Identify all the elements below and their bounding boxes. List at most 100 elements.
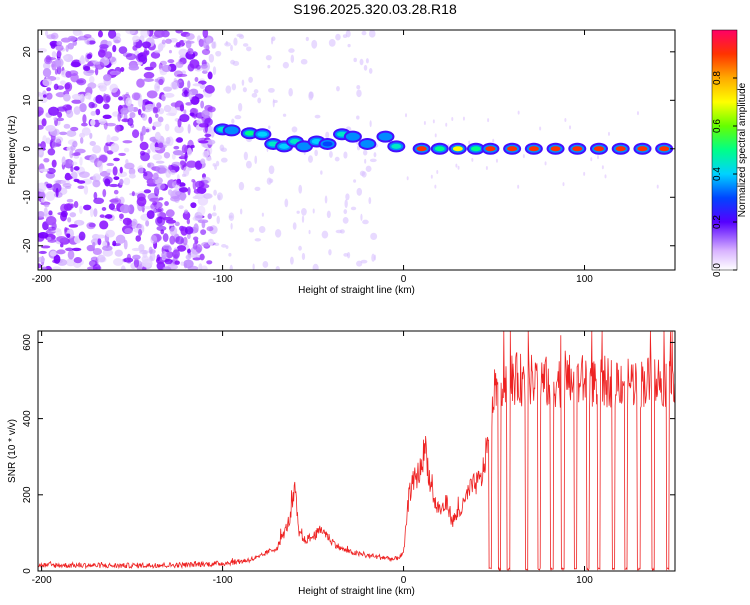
- noise-blob: [145, 128, 150, 133]
- noise-blob: [119, 166, 123, 174]
- noise-blob: [150, 234, 158, 244]
- noise-blob: [65, 44, 69, 52]
- noise-blob: [132, 254, 141, 260]
- noise-blob: [60, 80, 66, 85]
- noise-blob: [182, 166, 190, 175]
- noise-blob: [215, 160, 220, 167]
- noise-blob: [165, 38, 172, 44]
- noise-blob: [248, 227, 255, 233]
- noise-blob: [308, 91, 314, 101]
- noise-blob: [66, 129, 77, 137]
- noise-blob: [434, 133, 437, 138]
- noise-blob: [191, 51, 198, 57]
- noise-blob: [184, 152, 188, 162]
- noise-blob: [314, 114, 321, 119]
- noise-blob: [202, 30, 209, 39]
- noise-blob: [73, 257, 83, 264]
- noise-blob: [290, 54, 295, 64]
- x-tick-label: 100: [576, 575, 593, 586]
- noise-blob: [139, 141, 149, 151]
- noise-blob: [135, 235, 142, 242]
- noise-blob: [225, 245, 229, 249]
- noise-blob: [72, 30, 82, 37]
- noise-blob: [257, 97, 262, 104]
- y-tick-label: 600: [22, 334, 33, 351]
- noise-blob: [42, 94, 47, 98]
- noise-blob: [114, 249, 123, 257]
- noise-blob: [190, 202, 197, 209]
- noise-blob: [53, 117, 57, 121]
- noise-blob: [66, 233, 71, 239]
- noise-blob: [204, 133, 212, 138]
- noise-blob: [262, 261, 269, 268]
- noise-blob: [90, 111, 97, 116]
- noise-blob: [296, 210, 300, 214]
- noise-blob: [153, 30, 165, 38]
- noise-blob: [273, 99, 278, 104]
- spectrogram-frame: [37, 29, 676, 271]
- noise-blob: [141, 125, 147, 136]
- noise-blob: [140, 30, 150, 38]
- noise-blob: [206, 139, 216, 145]
- noise-blob: [368, 67, 373, 74]
- ridge-point: [507, 146, 518, 152]
- noise-blob: [284, 198, 289, 208]
- noise-blob: [162, 233, 169, 242]
- noise-blob: [70, 166, 74, 173]
- ridge-point: [528, 146, 539, 152]
- ridge-point: [434, 146, 445, 152]
- noise-blob: [301, 252, 306, 261]
- noise-blob: [89, 140, 97, 147]
- noise-blob: [364, 158, 367, 164]
- noise-blob: [112, 44, 117, 53]
- noise-blob: [54, 76, 61, 81]
- noise-blob: [175, 61, 184, 68]
- noise-blob: [70, 203, 74, 209]
- noise-blob: [60, 203, 68, 213]
- noise-blob: [353, 57, 357, 63]
- noise-blob: [87, 82, 97, 89]
- y-tick-label: 0: [22, 568, 33, 574]
- x-axis-label: Height of straight line (km): [298, 586, 415, 597]
- noise-blob: [122, 217, 132, 226]
- noise-blob: [368, 197, 372, 205]
- noise-blob: [138, 228, 143, 237]
- noise-blob: [71, 99, 83, 104]
- noise-blob: [248, 76, 253, 83]
- noise-blob: [61, 156, 66, 166]
- noise-blob: [73, 166, 80, 171]
- noise-blob: [47, 148, 56, 156]
- noise-blob: [601, 165, 604, 170]
- ridge-point: [226, 127, 237, 133]
- noise-blob: [105, 122, 117, 127]
- noise-blob: [120, 67, 125, 72]
- noise-blob: [200, 100, 205, 109]
- noise-blob: [197, 219, 209, 224]
- noise-blob: [229, 264, 233, 270]
- noise-blob: [181, 173, 187, 178]
- noise-blob: [112, 166, 118, 176]
- noise-blob: [245, 160, 252, 169]
- noise-blob: [201, 109, 210, 119]
- noise-blob: [268, 165, 275, 175]
- noise-blob: [73, 151, 81, 156]
- noise-blob: [103, 74, 112, 82]
- ridge-point: [452, 146, 463, 152]
- noise-blob: [63, 93, 71, 102]
- noise-blob: [142, 50, 148, 58]
- noise-blob: [171, 153, 176, 160]
- noise-blob: [363, 64, 368, 71]
- noise-blob: [165, 219, 177, 224]
- noise-blob: [254, 186, 261, 191]
- noise-blob: [155, 160, 165, 164]
- noise-blob: [76, 78, 87, 86]
- noise-blob: [138, 164, 144, 175]
- noise-blob: [146, 210, 155, 220]
- noise-blob: [168, 49, 172, 54]
- noise-blob: [64, 227, 68, 233]
- noise-blob: [183, 259, 194, 269]
- noise-blob: [143, 189, 152, 194]
- noise-blob: [40, 198, 46, 203]
- noise-blob: [86, 266, 98, 270]
